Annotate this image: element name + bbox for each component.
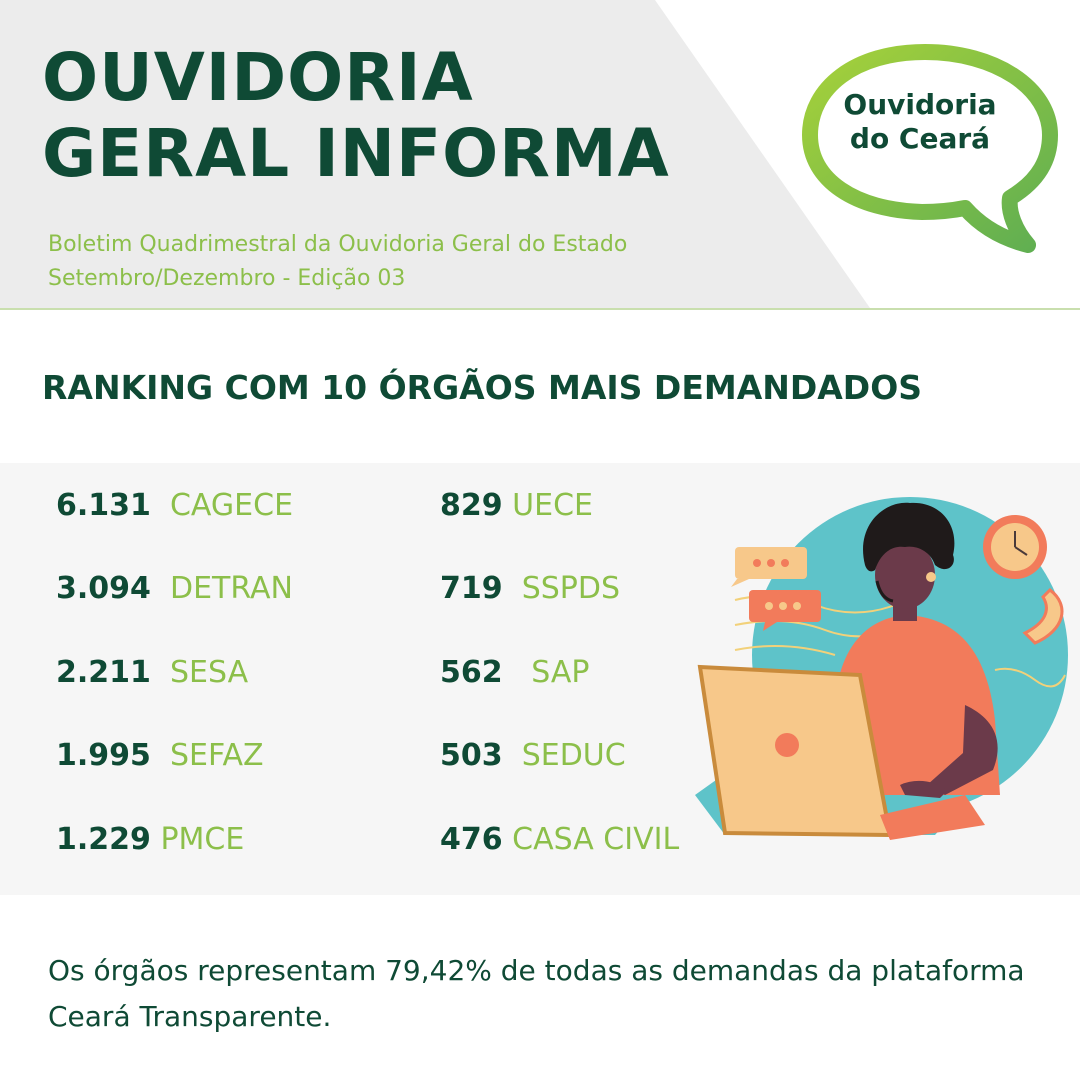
ranking-organ: DETRAN [169, 571, 293, 606]
header-background [0, 0, 870, 308]
customer-service-illustration [695, 497, 1068, 840]
ranking-item: 3.094 DETRAN [56, 569, 293, 609]
ranking-organ: CAGECE [169, 488, 294, 523]
ranking-value: 719 [440, 571, 503, 606]
ranking-value: 562 [440, 655, 503, 690]
title-line-1: OUVIDORIA [42, 39, 474, 116]
ranking-organ: CASA CIVIL [512, 822, 680, 857]
subtitle-line-1: Boletim Quadrimestral da Ouvidoria Geral… [48, 232, 628, 257]
ranking-value: 829 [440, 488, 503, 523]
ranking-organ: SEDUC [521, 738, 626, 773]
laptop-icon [697, 664, 985, 840]
ranking-value: 503 [440, 738, 503, 773]
clock-icon [983, 515, 1047, 579]
logo-line-1: Ouvidoria [843, 88, 997, 121]
ranking-organ: PMCE [160, 822, 245, 857]
ranking-item: 1.229 PMCE [56, 820, 244, 860]
chat-bubble-icon [731, 547, 807, 587]
ranking-organ: SESA [169, 655, 249, 690]
logo-text: Ouvidoria do Ceará [820, 88, 1020, 156]
ranking-item: 476 CASA CIVIL [440, 820, 679, 860]
ranking-value: 3.094 [56, 571, 151, 606]
page-title: OUVIDORIA GERAL INFORMA [42, 40, 670, 192]
ranking-organ: SEFAZ [169, 738, 264, 773]
ranking-item: 719 SSPDS [440, 569, 620, 609]
chat-bubble-icon [749, 590, 821, 631]
ranking-item: 6.131 CAGECE [56, 486, 293, 526]
ranking-value: 1.229 [56, 822, 151, 857]
ranking-item: 829 UECE [440, 486, 593, 526]
ranking-value: 1.995 [56, 738, 151, 773]
ranking-item: 2.211 SESA [56, 653, 248, 693]
title-line-2: GERAL INFORMA [42, 115, 670, 192]
ranking-organ: UECE [512, 488, 593, 523]
speech-bubble-logo-icon [802, 44, 1058, 253]
phone-icon [1022, 588, 1064, 645]
ranking-value: 6.131 [56, 488, 151, 523]
header-divider [0, 308, 1080, 310]
ranking-item: 503 SEDUC [440, 736, 626, 776]
subtitle-line-2: Setembro/Dezembro - Edição 03 [48, 266, 406, 291]
ranking-item: 1.995 SEFAZ [56, 736, 264, 776]
ranking-title: RANKING COM 10 ÓRGÃOS MAIS DEMANDADOS [42, 368, 923, 407]
ranking-organ: SAP [531, 655, 590, 690]
subtitle: Boletim Quadrimestral da Ouvidoria Geral… [48, 228, 627, 296]
logo-line-2: do Ceará [849, 122, 991, 155]
ranking-value: 2.211 [56, 655, 151, 690]
ranking-item: 562 SAP [440, 653, 589, 693]
ranking-organ: SSPDS [521, 571, 621, 606]
footer-note: Os órgãos representam 79,42% de todas as… [48, 954, 1025, 1033]
ranking-value: 476 [440, 822, 503, 857]
